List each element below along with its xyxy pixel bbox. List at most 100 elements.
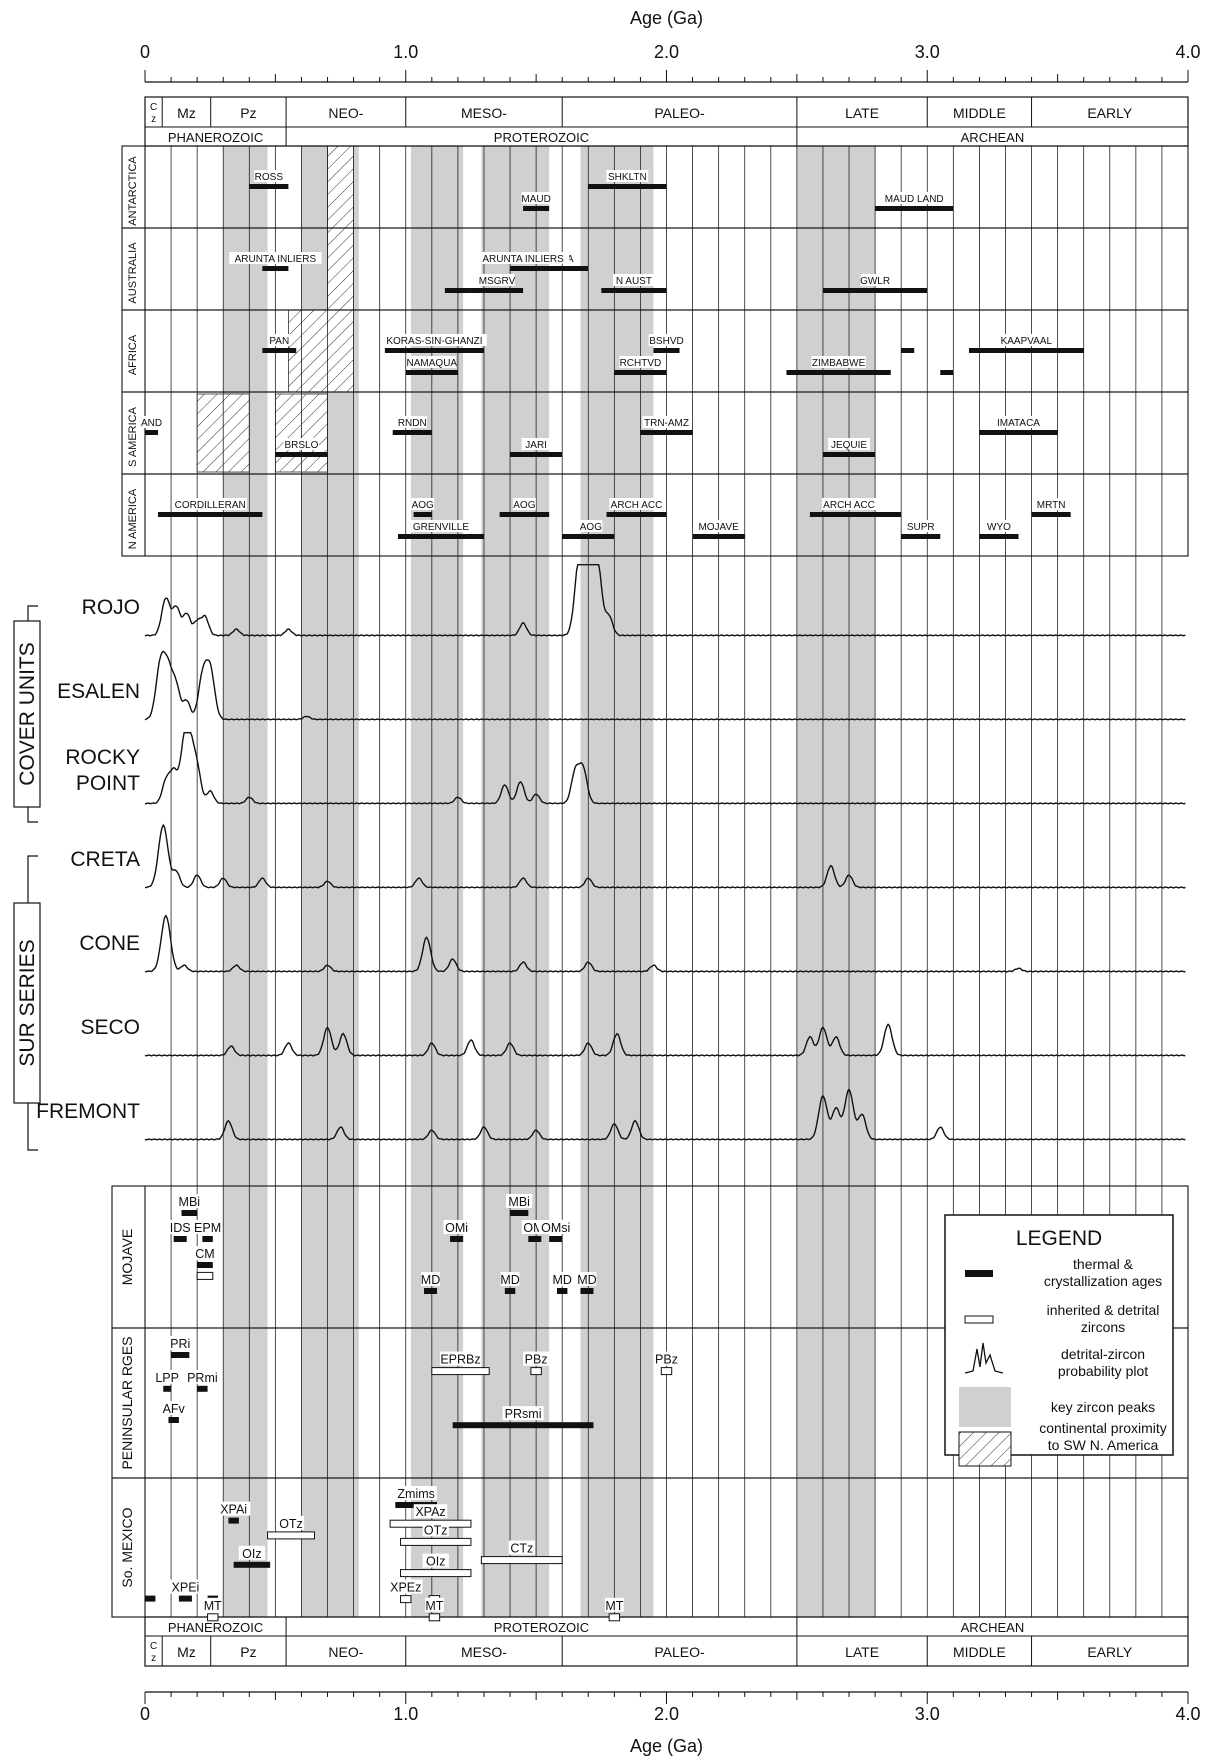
bar-label-bg <box>619 356 662 368</box>
region-bar-label: LPP <box>155 1371 179 1385</box>
region-bar-label: OMsi <box>541 1221 570 1235</box>
continent-bar-label: RCHTVD <box>620 358 662 369</box>
bar-label-bg <box>642 416 691 428</box>
region-label-bg <box>238 1545 266 1560</box>
sample-label: ROCKY <box>65 746 140 769</box>
region-label-bg <box>523 1351 550 1366</box>
eon-label: ARCHEAN <box>961 130 1025 145</box>
legend-text: crystallization ages <box>1044 1273 1162 1289</box>
continent-bar-label: BRSLO <box>284 440 318 451</box>
axis-tick-label: 3.0 <box>915 42 940 62</box>
region-label-bg <box>388 1579 423 1594</box>
group-label: SUR SERIES <box>16 939 39 1066</box>
region-label-bg <box>168 1579 203 1594</box>
continent-age-bar <box>262 348 297 353</box>
region-bar-label: EPM <box>194 1221 221 1235</box>
thermal-age-bar <box>424 1288 438 1294</box>
region-bar-label: CM <box>195 1247 214 1261</box>
region-bar-label: MBi <box>508 1195 530 1209</box>
region-bar-label: MBi <box>179 1195 201 1209</box>
region-bar-label: CTz <box>510 1542 533 1556</box>
continent-age-bar <box>786 370 891 375</box>
era-label: LATE <box>845 105 879 121</box>
era-label: EARLY <box>1087 1644 1133 1660</box>
region-bar-label: IDS <box>170 1221 191 1235</box>
bar-label-bg <box>828 438 870 450</box>
region-bar-label: Zmims <box>397 1487 435 1501</box>
era-label: PALEO- <box>654 1644 705 1660</box>
era-label-z: z <box>151 114 156 125</box>
inherited-age-bar <box>431 1367 490 1376</box>
era-label: MIDDLE <box>953 105 1006 121</box>
continent-age-bar <box>510 452 563 457</box>
region-label-bg <box>500 1272 520 1286</box>
sample-label: FREMONT <box>36 1100 140 1123</box>
continent-age-bar <box>822 288 928 293</box>
region-label-bg <box>653 1351 680 1366</box>
continent-age-bar <box>405 370 458 375</box>
thermal-age-bar <box>197 1262 213 1268</box>
region-label-bg <box>577 1272 597 1286</box>
bar-label-bg <box>906 520 936 532</box>
sample-label: SECO <box>80 1016 140 1039</box>
inherited-age-bar <box>660 1367 673 1376</box>
region-label-bg <box>422 1522 449 1537</box>
continent-bar-label: CORDILLERAN <box>175 500 246 511</box>
region-label-bg <box>216 1501 251 1516</box>
legend-text: inherited & detrital <box>1047 1302 1160 1318</box>
region-bar-label: OTz <box>279 1517 303 1531</box>
eon-label: PHANEROZOIC <box>168 1620 263 1635</box>
region-bar-label: MD <box>552 1273 571 1287</box>
inherited-age-bar <box>196 1271 214 1280</box>
continent-bar-label: N AUST <box>616 276 652 287</box>
region-bar-label: MD <box>500 1273 519 1287</box>
eon-label: ARCHEAN <box>961 1620 1025 1635</box>
thermal-age-bar <box>450 1236 464 1242</box>
region-label-bg <box>440 1351 482 1366</box>
thermal-age-bar <box>181 1210 198 1216</box>
axis-tick-label: 4.0 <box>1175 1704 1200 1724</box>
proximity-hatch <box>288 309 355 393</box>
legend-text: detrital-zircon <box>1061 1346 1145 1362</box>
region-bar-label: AFv <box>163 1402 186 1416</box>
thermal-age-bar <box>452 1422 594 1429</box>
region-label-bg <box>167 1220 194 1234</box>
bar-label-bg <box>407 356 456 368</box>
continent-age-bar <box>1031 512 1071 517</box>
region-label: MOJAVE <box>119 1229 135 1286</box>
region-label-bg <box>506 1194 533 1208</box>
probability-curve <box>144 1023 1186 1057</box>
bar-label-bg <box>173 498 247 510</box>
inherited-age-bar <box>608 1613 621 1622</box>
continent-age-bar <box>979 534 1019 539</box>
region-bar-label: XPEi <box>172 1581 200 1595</box>
region-bar-label: OIz <box>242 1547 261 1561</box>
continent-label: N AMERICA <box>127 488 139 549</box>
key-zircon-peak-band <box>481 146 550 1624</box>
region-label-bg <box>443 1220 470 1234</box>
continent-age-bar <box>901 534 941 539</box>
region-bar-label: PRi <box>170 1337 190 1351</box>
continent-bar-label: JEQUIE <box>831 440 867 451</box>
thermal-age-bar <box>173 1236 187 1242</box>
continent-label: AFRICA <box>127 334 139 375</box>
inherited-age-bar <box>400 1537 472 1546</box>
region-bar-label: OMi <box>445 1221 468 1235</box>
era-label: MIDDLE <box>953 1644 1006 1660</box>
continent-bar-label: AOG <box>513 500 535 511</box>
bar-label-bg <box>397 416 427 428</box>
region-bar-label: XPAi <box>220 1503 247 1517</box>
axis-label: Age (Ga) <box>630 8 703 28</box>
continent-bar-label: AOG <box>412 500 434 511</box>
bar-label-bg <box>987 520 1011 532</box>
region-bar-label: MT <box>425 1599 443 1613</box>
continent-bar-label: AND <box>141 418 162 429</box>
era-label: MESO- <box>461 1644 507 1660</box>
era-label: PALEO- <box>654 105 705 121</box>
bar-label-bg <box>476 252 570 264</box>
continent-age-bar <box>499 512 550 517</box>
eon-label: PROTEROZOIC <box>494 130 589 145</box>
probability-curve <box>145 823 1186 889</box>
probability-curve <box>144 732 1186 805</box>
region-label-bg <box>277 1515 305 1530</box>
